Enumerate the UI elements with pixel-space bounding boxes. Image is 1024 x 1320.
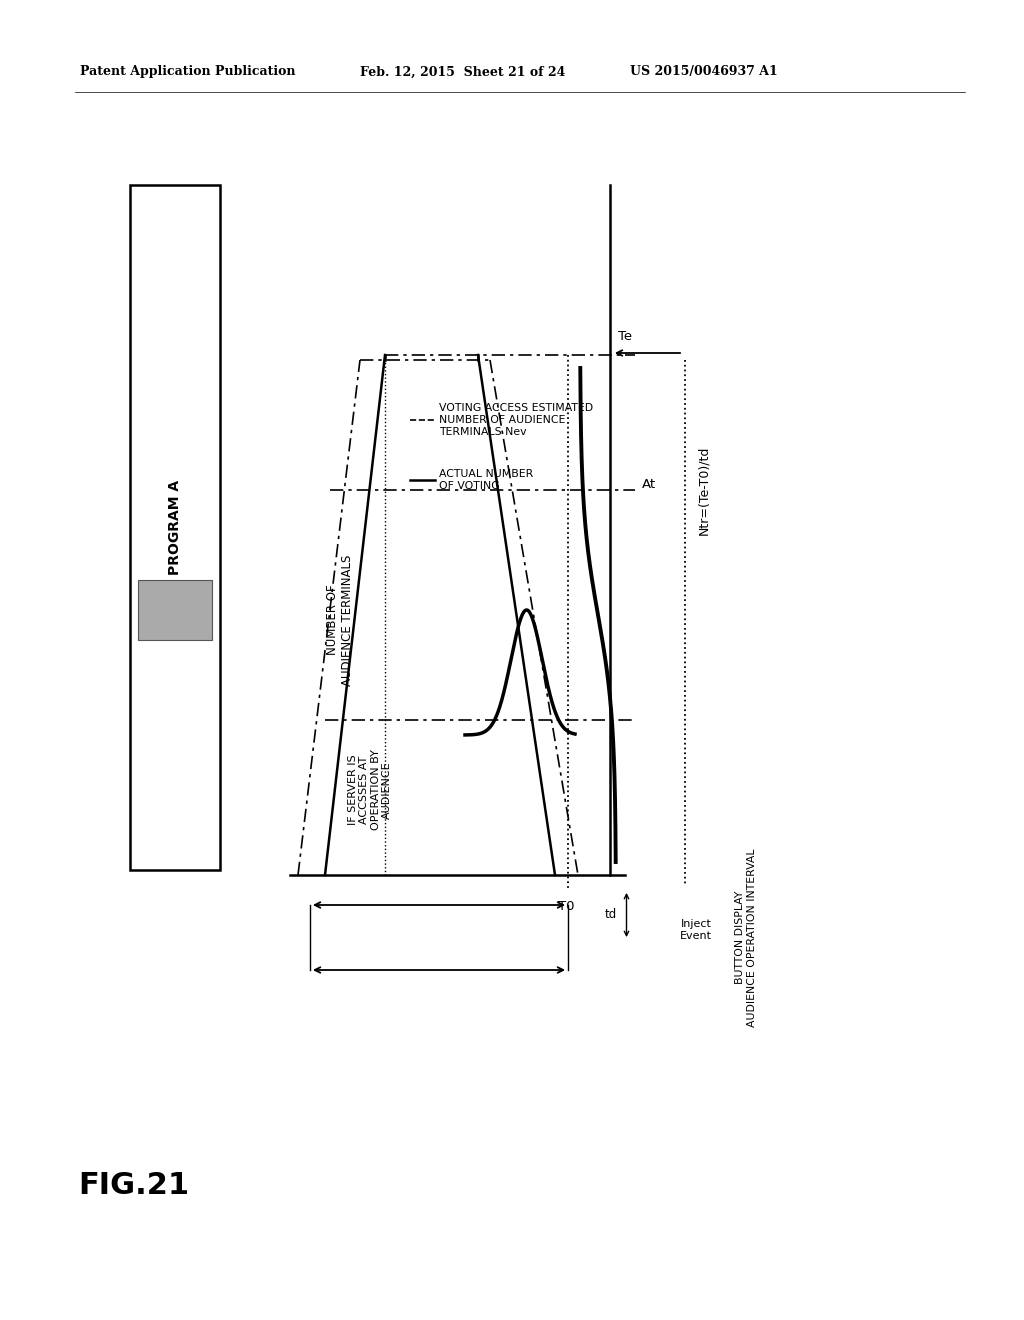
Text: NUMBER OF
AUDIENCE TERMINALS: NUMBER OF AUDIENCE TERMINALS bbox=[326, 554, 354, 685]
Text: At: At bbox=[642, 479, 656, 491]
Text: ACTUAL NUMBER
OF VOTING: ACTUAL NUMBER OF VOTING bbox=[439, 469, 534, 491]
Bar bbox=[138, 579, 212, 640]
Text: Patent Application Publication: Patent Application Publication bbox=[80, 66, 296, 78]
Text: T0: T0 bbox=[558, 900, 574, 913]
Text: td: td bbox=[604, 908, 616, 921]
Bar bbox=[130, 185, 220, 870]
Text: Inject
Event: Inject Event bbox=[680, 919, 712, 941]
Text: US 2015/0046937 A1: US 2015/0046937 A1 bbox=[630, 66, 778, 78]
Text: Ntr=(Te-T0)/td: Ntr=(Te-T0)/td bbox=[697, 445, 710, 535]
Text: Feb. 12, 2015  Sheet 21 of 24: Feb. 12, 2015 Sheet 21 of 24 bbox=[360, 66, 565, 78]
Text: VOTING ACCESS ESTIMATED
NUMBER OF AUDIENCE
TERMINALS Nev: VOTING ACCESS ESTIMATED NUMBER OF AUDIEN… bbox=[439, 404, 593, 437]
Text: FIG.21: FIG.21 bbox=[78, 1171, 189, 1200]
Text: IF SERVER IS
ACCSSES AT
OPERATION BY
AUDIENCE: IF SERVER IS ACCSSES AT OPERATION BY AUD… bbox=[347, 750, 392, 830]
Text: Te: Te bbox=[618, 330, 632, 343]
Text: PROGRAM A: PROGRAM A bbox=[168, 480, 182, 576]
Text: BUTTON DISPLAY
AUDIENCE OPERATION INTERVAL: BUTTON DISPLAY AUDIENCE OPERATION INTERV… bbox=[735, 849, 757, 1027]
